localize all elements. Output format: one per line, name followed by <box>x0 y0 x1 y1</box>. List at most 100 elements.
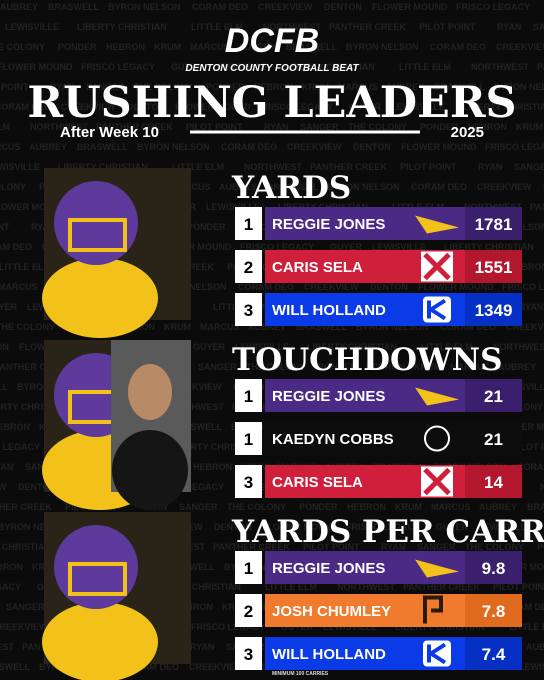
watermark: RYAN <box>381 542 405 552</box>
watermark: KRUM <box>395 502 422 512</box>
watermark: PILOT POINT <box>512 442 544 452</box>
watermark: LITTLE ELM <box>172 162 224 172</box>
year: 2025 <box>451 124 484 141</box>
watermark: DENTON <box>214 522 252 532</box>
facemask <box>68 562 127 596</box>
watermark: SANGER <box>198 362 237 372</box>
watermark: FRISCO LEGACY <box>81 62 155 72</box>
watermark: SANGER <box>6 602 45 612</box>
watermark: GUYER <box>0 302 18 312</box>
watermark: BYRON NELSON <box>356 322 429 332</box>
watermark: KRUM <box>302 82 329 92</box>
watermark: LEWISVILLE <box>478 522 532 532</box>
player-photo <box>42 512 191 680</box>
watermark: THE COLONY <box>0 42 45 52</box>
watermark: FRISCO LEGACY <box>485 142 544 152</box>
leader-row: 1 REGGIE JONES 1781 <box>235 207 522 240</box>
watermark: LIBERTY CHRISTIAN <box>444 242 534 252</box>
team-logo <box>415 387 459 406</box>
watermark: LIBERTY CHRISTIAN <box>58 162 148 172</box>
watermark: MARCUS <box>0 142 21 152</box>
team-logo-k <box>427 298 447 321</box>
value: 21 <box>484 430 503 449</box>
team-logo-x <box>423 252 451 281</box>
watermark: AUBREY <box>479 502 517 512</box>
watermark: KRUM <box>516 122 543 132</box>
watermark: LEWISVILLE <box>5 22 59 32</box>
watermark: PONDER <box>318 362 357 372</box>
watermark: LIBERTY CHRISTIAN <box>77 22 167 32</box>
watermark: LEWISVILLE <box>372 242 426 252</box>
watermark: LEWISVILLE <box>235 342 289 352</box>
watermark: FLOWER MOUND <box>0 62 73 72</box>
watermark: PILOT POINT <box>0 82 29 92</box>
watermark: BRASWELL <box>171 422 222 432</box>
watermark: LEWISVILLE <box>0 162 40 172</box>
rank-box <box>235 293 262 326</box>
head <box>128 364 172 420</box>
watermark: PANTHER CREEK <box>96 122 173 132</box>
watermark: FLOWER MOUND <box>418 282 494 292</box>
player-name: REGGIE JONES <box>272 560 385 577</box>
watermark: LIBERTY CHRISTIAN <box>285 62 375 72</box>
watermark: NORTHWEST <box>166 402 224 412</box>
watermark: DENTON <box>0 342 9 352</box>
watermark: LIBERTY CHRISTIAN <box>463 102 544 112</box>
watermark: CORAM DEO <box>0 102 51 112</box>
watermark: LIBERTY CHRISTIAN <box>0 402 70 412</box>
watermark: FLOWER MOUND <box>262 522 338 532</box>
watermark: RYAN <box>190 642 214 652</box>
watermark: PILOT POINT <box>0 222 10 232</box>
watermark: LEWISVILLE <box>213 62 267 72</box>
watermark: THE COLONY <box>465 542 524 552</box>
watermark: CREEKVIEW <box>287 142 342 152</box>
watermark: PILOT POINT <box>419 22 476 32</box>
watermark: THE COLONY <box>348 122 407 132</box>
watermark: NORTHWEST <box>471 62 529 72</box>
watermark: RYAN <box>0 462 13 472</box>
team-logo-x <box>423 467 451 496</box>
team-logo <box>424 425 450 452</box>
team-logo <box>415 215 459 234</box>
watermark: HEBRON <box>174 602 213 612</box>
watermark: SANGER <box>179 502 218 512</box>
leader-row: 3 CARIS SELA 14 <box>235 465 522 498</box>
helmet <box>54 525 138 609</box>
watermark: CREEKVIEW <box>167 382 222 392</box>
watermark: THE COLONY <box>227 502 286 512</box>
watermark: BRASWELL <box>267 182 318 192</box>
watermark: LIBERTY CHRISTIAN <box>307 342 397 352</box>
watermark: PANTHER CREEK <box>329 22 406 32</box>
watermark: BRASWELL <box>527 502 544 512</box>
watermark: SANGER <box>533 22 544 32</box>
facemask <box>68 218 127 252</box>
rank-box <box>235 422 262 455</box>
rank-box <box>235 250 262 283</box>
jersey <box>42 602 158 680</box>
body <box>112 430 188 510</box>
watermark: BRASWELL <box>434 82 485 92</box>
watermark: HEBRON <box>347 502 386 512</box>
watermark: CORAM DEO <box>123 662 179 672</box>
watermark: NORTHWEST <box>493 342 544 352</box>
watermark: CORAM DEO <box>440 322 496 332</box>
watermark: RYAN <box>264 122 288 132</box>
watermark: HEBRON <box>468 122 507 132</box>
value-box <box>465 379 522 412</box>
watermark: BYRON NELSON <box>108 2 181 12</box>
watermark: MARCUS <box>450 362 490 372</box>
value-box <box>465 207 522 240</box>
watermark: MARCUS <box>431 502 471 512</box>
player-name: REGGIE JONES <box>272 216 385 233</box>
team-logo <box>423 595 443 624</box>
player-name: WILL HOLLAND <box>272 646 386 663</box>
watermark: AUBREY <box>29 142 67 152</box>
watermark: KRUM <box>164 322 191 332</box>
watermark: THE COLONY <box>246 362 305 372</box>
watermark: LITTLE ELM <box>421 342 473 352</box>
value: 9.8 <box>482 559 506 578</box>
watermark: PILOT POINT <box>303 542 360 552</box>
watermark: RYAN <box>519 302 543 312</box>
team-logo <box>415 559 459 578</box>
watermark: NORTHWEST <box>30 122 88 132</box>
